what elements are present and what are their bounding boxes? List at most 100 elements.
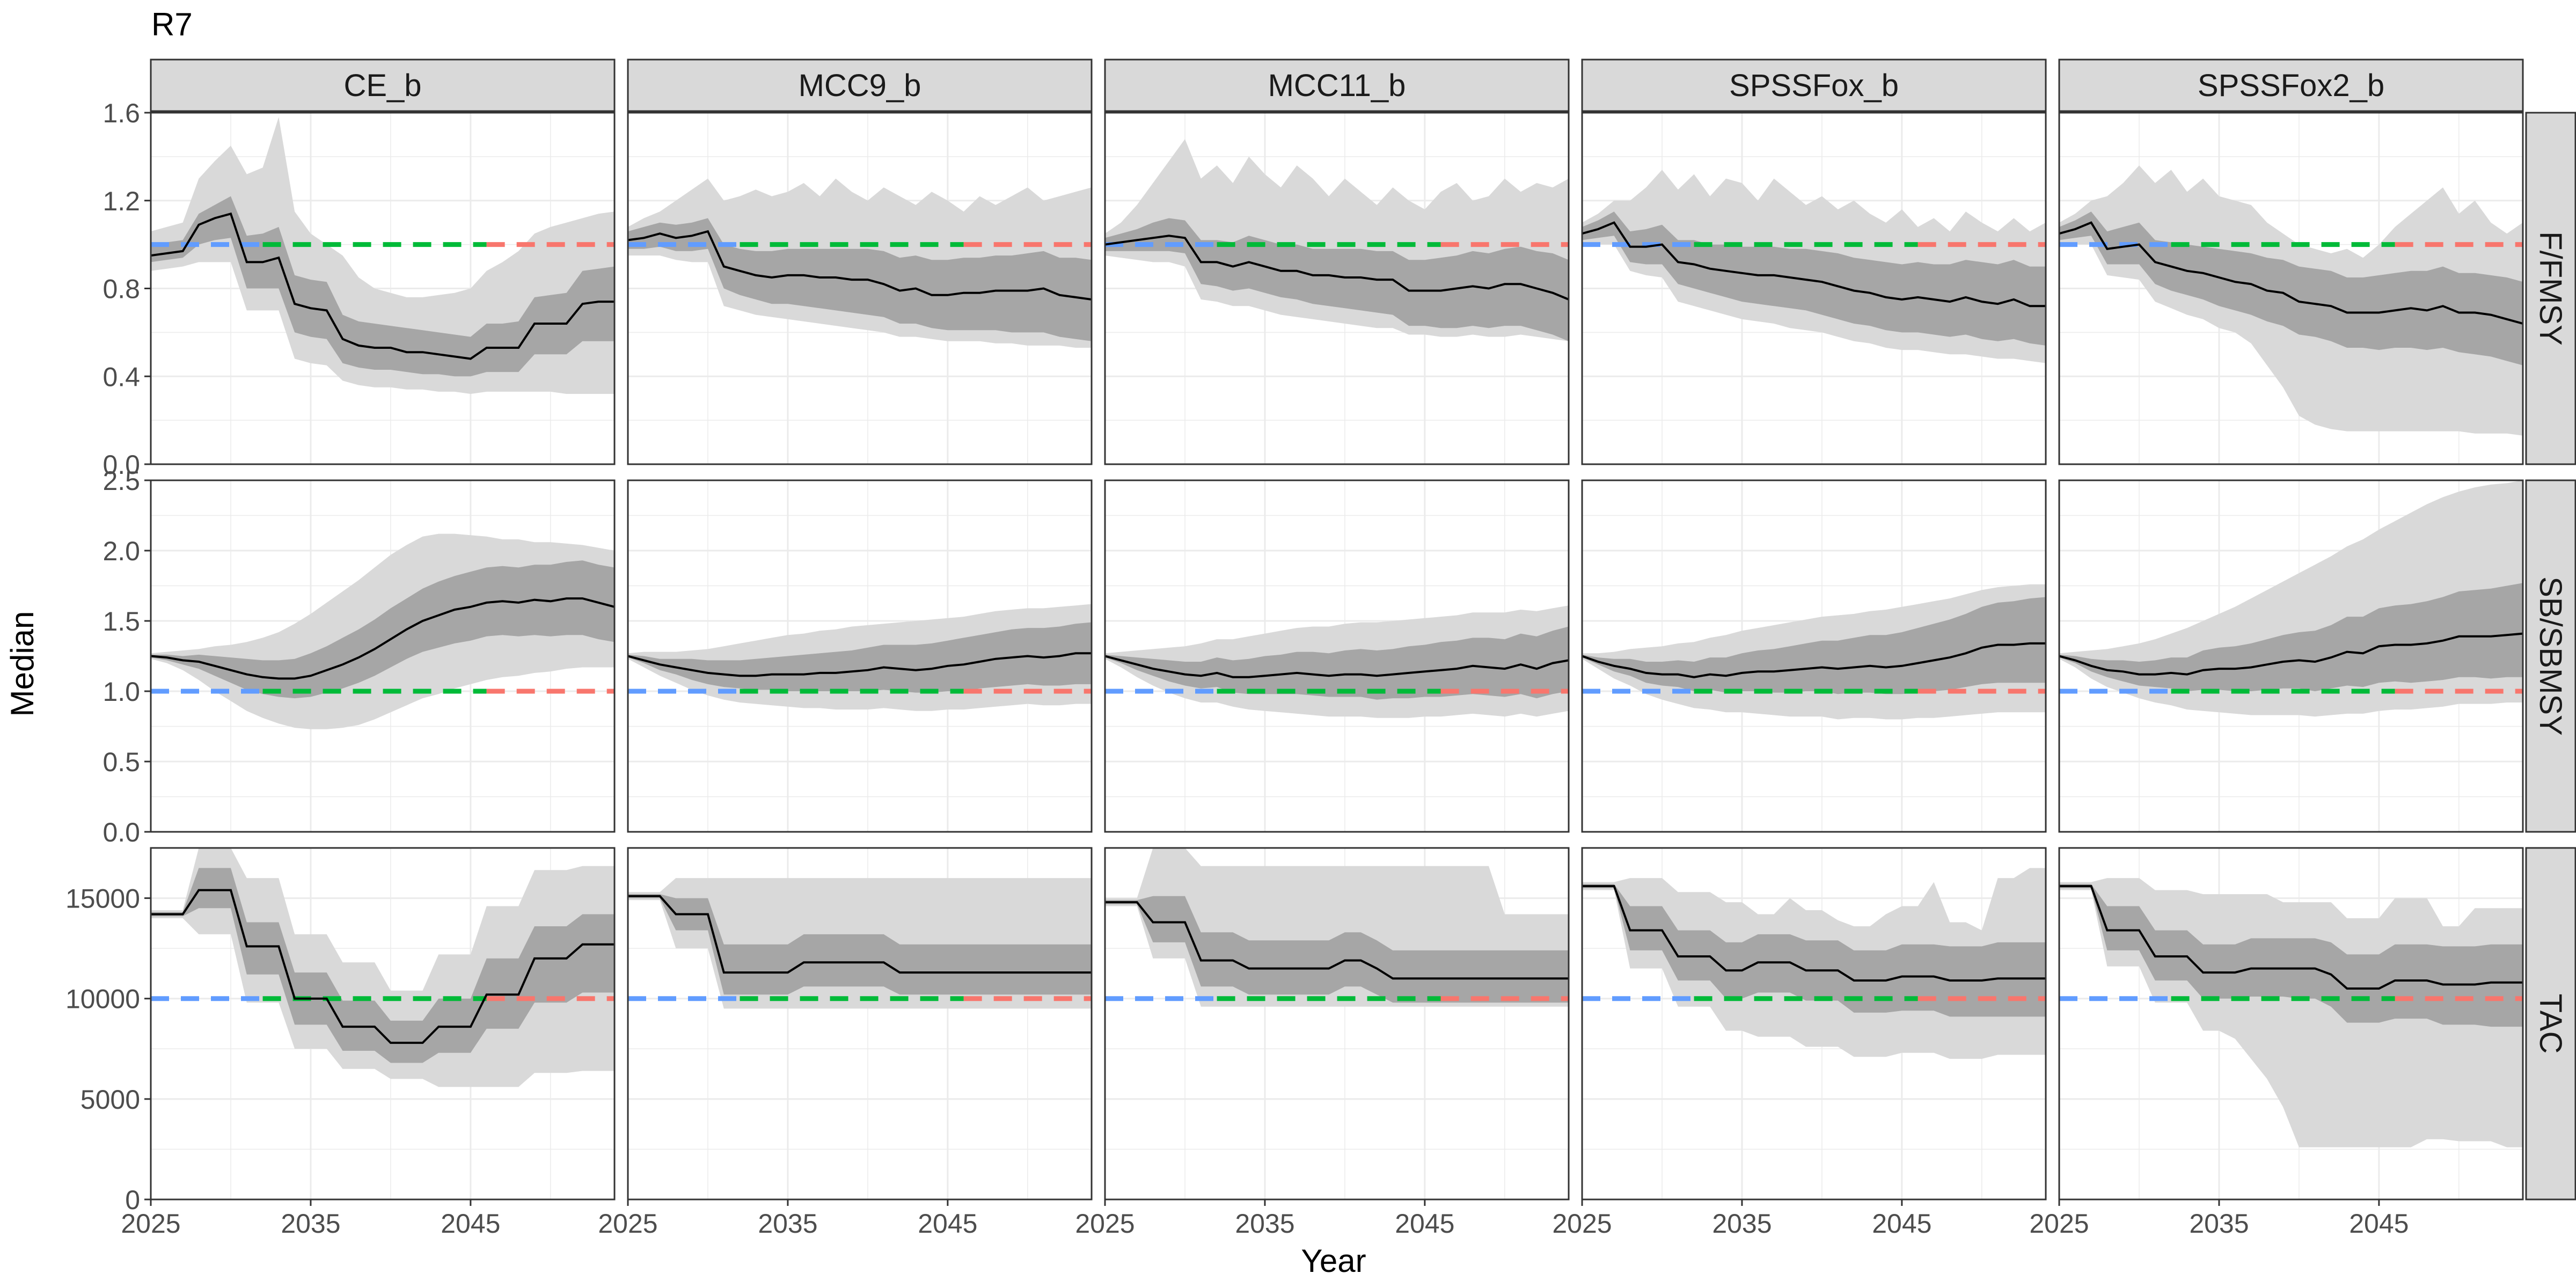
band-dark bbox=[1582, 884, 2046, 1017]
band-dark bbox=[1582, 597, 2046, 694]
median-line bbox=[150, 597, 615, 680]
panel-1-0 bbox=[150, 479, 616, 833]
column-strip-4 bbox=[2058, 58, 2524, 112]
column-strip-3 bbox=[1581, 58, 2047, 112]
x-axis-label: Year bbox=[1301, 1243, 1366, 1279]
panel-border bbox=[1581, 112, 2047, 465]
x-tick-label: 2025 bbox=[1552, 1209, 1612, 1239]
y-tick-label: 10000 bbox=[65, 984, 140, 1014]
x-tick-label: 2025 bbox=[1075, 1209, 1135, 1239]
median-line bbox=[151, 889, 614, 1044]
x-tick-label: 2035 bbox=[281, 1209, 340, 1239]
y-axis-label: Median bbox=[4, 611, 40, 717]
y-tick-label: 0.0 bbox=[103, 450, 140, 480]
panel-border bbox=[150, 847, 616, 1201]
panel-border bbox=[2058, 479, 2524, 833]
x-tick-label: 2025 bbox=[598, 1209, 657, 1239]
x-tick-label: 2045 bbox=[1872, 1209, 1931, 1239]
y-tick-label: 0.8 bbox=[103, 274, 140, 304]
row-strip-1 bbox=[2525, 479, 2576, 833]
y-tick-label: 0 bbox=[125, 1185, 140, 1215]
column-strip-1 bbox=[627, 58, 1093, 112]
x-tick-label: 2045 bbox=[441, 1209, 500, 1239]
x-tick-label: 2035 bbox=[1712, 1209, 1772, 1239]
column-strip-label-0: CE_b bbox=[343, 68, 421, 103]
row-strip-label-1: SB/SBMSY bbox=[2533, 576, 2568, 736]
y-tick-label: 0.4 bbox=[103, 362, 140, 392]
panel-border bbox=[1104, 479, 1570, 833]
x-tick-label: 2035 bbox=[2189, 1209, 2249, 1239]
panel-border bbox=[627, 112, 1093, 465]
panel-0-4 bbox=[2058, 112, 2524, 465]
column-strip-2 bbox=[1104, 58, 1570, 112]
y-tick-label: 1.5 bbox=[103, 606, 140, 636]
y-tick-label: 2.0 bbox=[103, 536, 140, 566]
median-line bbox=[2059, 221, 2523, 325]
y-tick-label: 15000 bbox=[65, 884, 140, 914]
band-dark bbox=[2059, 211, 2523, 365]
x-tick-label: 2045 bbox=[2349, 1209, 2409, 1239]
column-strip-label-1: MCC9_b bbox=[799, 68, 921, 103]
band-dark bbox=[151, 196, 614, 377]
panel-2-2 bbox=[1104, 847, 1570, 1201]
median-line bbox=[2059, 632, 2523, 676]
x-tick-label: 2025 bbox=[121, 1209, 180, 1239]
column-strip-0 bbox=[150, 58, 616, 112]
median-line bbox=[1104, 655, 1569, 678]
row-strip-0 bbox=[2525, 112, 2576, 465]
panel-border bbox=[627, 479, 1093, 833]
panel-border bbox=[1581, 479, 2047, 833]
column-strip-label-4: SPSSFox2_b bbox=[2198, 68, 2384, 103]
band-dark bbox=[1105, 896, 1569, 1003]
panel-border bbox=[2058, 112, 2524, 465]
x-tick-label: 2035 bbox=[1235, 1209, 1294, 1239]
y-tick-label: 0.5 bbox=[103, 747, 140, 777]
y-tick-label: 1.6 bbox=[103, 98, 140, 128]
panel-2-4 bbox=[2058, 847, 2524, 1201]
x-tick-label: 2045 bbox=[918, 1209, 977, 1239]
band-dark bbox=[151, 560, 614, 699]
panel-1-2 bbox=[1104, 479, 1570, 833]
panel-1-1 bbox=[627, 479, 1093, 833]
row-strip-label-2: TAC bbox=[2533, 994, 2568, 1054]
band-dark bbox=[1105, 218, 1569, 341]
panel-border bbox=[150, 479, 616, 833]
column-strip-label-2: MCC11_b bbox=[1268, 68, 1406, 103]
band-dark bbox=[2059, 884, 2523, 1027]
panel-0-2 bbox=[1104, 112, 1570, 465]
panel-grid: CE_b MCC9_b MCC11_b SPSSFox_b SPSSFox2_b F/FM… bbox=[65, 58, 2576, 1239]
column-strip-label-3: SPSSFox_b bbox=[1729, 68, 1899, 103]
x-tick-label: 2035 bbox=[758, 1209, 817, 1239]
panel-0-1 bbox=[627, 112, 1093, 465]
median-line bbox=[627, 230, 1092, 301]
row-strip-label-0: F/FMSY bbox=[2533, 231, 2568, 346]
panel-2-3 bbox=[1581, 847, 2047, 1201]
median-line bbox=[1582, 885, 2046, 982]
panel-border bbox=[2058, 847, 2524, 1201]
y-tick-label: 5000 bbox=[80, 1085, 140, 1115]
median-line bbox=[1582, 642, 2046, 678]
panel-0-3 bbox=[1581, 112, 2047, 465]
panel-0-0 bbox=[150, 112, 616, 465]
median-line bbox=[1105, 901, 1569, 980]
panel-border bbox=[1104, 847, 1570, 1201]
band-dark bbox=[1105, 626, 1569, 700]
median-line bbox=[1582, 221, 2046, 308]
panel-1-4 bbox=[2058, 479, 2524, 833]
panel-2-0 bbox=[150, 847, 616, 1201]
band-dark bbox=[151, 868, 614, 1063]
chart-title: R7 bbox=[151, 6, 193, 42]
panel-border bbox=[627, 847, 1093, 1201]
median-line bbox=[2059, 885, 2523, 990]
panel-border bbox=[1581, 847, 2047, 1201]
median-line bbox=[150, 212, 614, 360]
y-tick-label: 1.0 bbox=[103, 677, 140, 707]
y-tick-label: 0.0 bbox=[103, 817, 140, 847]
y-tick-label: 2.5 bbox=[103, 466, 140, 496]
panel-border bbox=[1104, 112, 1570, 465]
median-line bbox=[627, 652, 1092, 677]
x-tick-label: 2025 bbox=[2029, 1209, 2089, 1239]
median-line bbox=[628, 895, 1092, 974]
x-tick-label: 2045 bbox=[1395, 1209, 1454, 1239]
